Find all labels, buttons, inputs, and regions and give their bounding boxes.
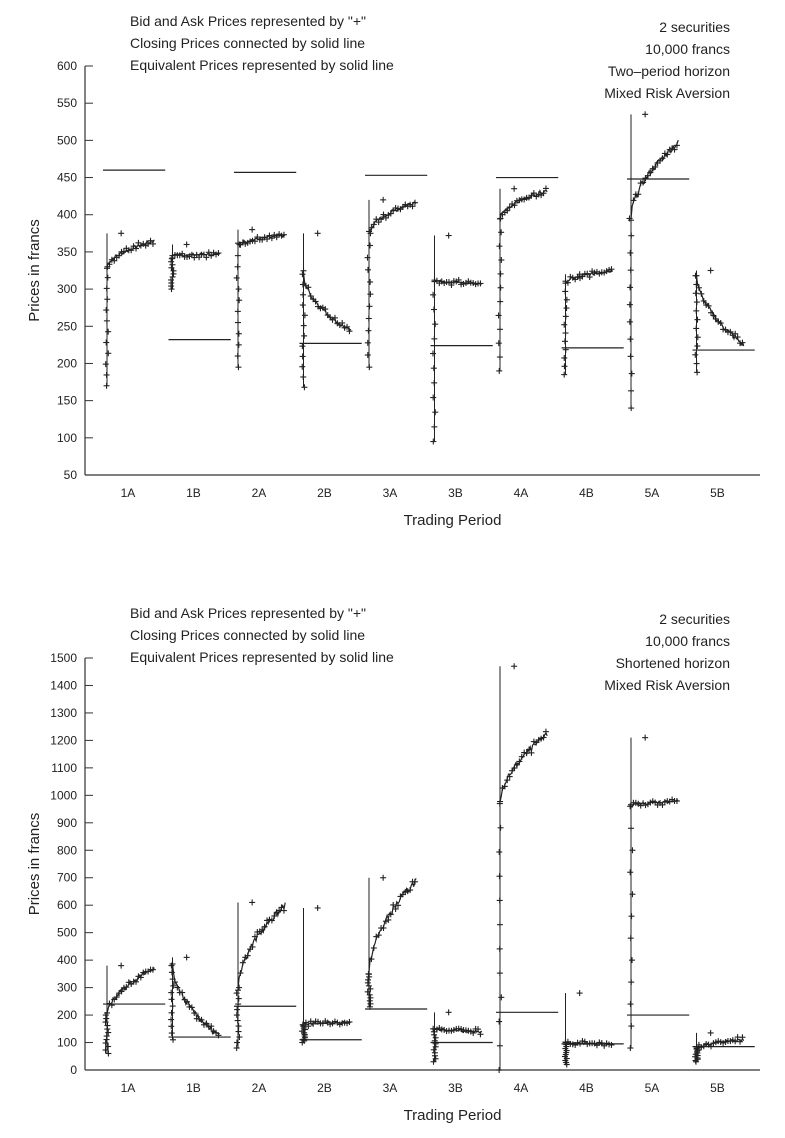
bottom-x-tick-label: 4B bbox=[579, 1081, 594, 1095]
bottom-x-tick-label: 3B bbox=[448, 1081, 463, 1095]
bottom-chart: 0 100 200 300 400 500 600 700 800 900 1000 1100 1200… bbox=[0, 580, 785, 1138]
top-x-tick-label: 4A bbox=[514, 486, 529, 500]
bottom-bid-ask-markers-5B bbox=[692, 1029, 746, 1065]
bottom-y-tick-label: 200 bbox=[57, 1008, 77, 1022]
bottom-y-tick-label: 700 bbox=[57, 871, 77, 885]
top-chart: 50 100 150 200 250 300 350 400 450 500 550 600 1A 1B 2… bbox=[0, 0, 785, 560]
bottom-closing-prices-3A bbox=[368, 878, 417, 973]
bottom-y-tick-label: 100 bbox=[57, 1036, 77, 1050]
top-y-tick-label: 250 bbox=[57, 319, 77, 333]
top-x-tick-label: 4B bbox=[579, 486, 594, 500]
top-info-note: 10,000 francs bbox=[645, 41, 730, 57]
bottom-y-tick-label: 800 bbox=[57, 843, 77, 857]
top-legend-note: Closing Prices connected by solid line bbox=[130, 35, 365, 51]
top-y-tick-label: 100 bbox=[57, 431, 77, 445]
bottom-y-tick-label: 1300 bbox=[50, 706, 77, 720]
bottom-y-tick-label: 900 bbox=[57, 816, 77, 830]
top-x-tick-label: 5B bbox=[710, 486, 725, 500]
bottom-info-note: Mixed Risk Aversion bbox=[604, 677, 730, 693]
bottom-y-axis-title: Prices in francs bbox=[26, 813, 43, 916]
top-chart-svg: 50 100 150 200 250 300 350 400 450 500 550 600 1A 1B 2… bbox=[26, 13, 760, 529]
top-bid-ask-markers-2B bbox=[299, 230, 353, 391]
bottom-legend-note: Bid and Ask Prices represented by "+" bbox=[130, 605, 366, 621]
top-x-tick-label: 3A bbox=[383, 486, 398, 500]
bottom-x-tick-label: 2A bbox=[252, 1081, 267, 1095]
top-x-tick-label: 3B bbox=[448, 486, 463, 500]
bottom-y-tick-label: 400 bbox=[57, 953, 77, 967]
bottom-closing-prices-1A bbox=[106, 967, 155, 1015]
top-legend-note: Bid and Ask Prices represented by "+" bbox=[130, 13, 366, 29]
top-x-axis-title: Trading Period bbox=[404, 512, 502, 529]
top-y-tick-label: 600 bbox=[57, 59, 77, 73]
bottom-y-tick-label: 1000 bbox=[50, 788, 77, 802]
bottom-bid-ask-markers-1B bbox=[168, 954, 222, 1043]
top-bid-ask-markers-4A bbox=[495, 185, 549, 374]
bottom-info-note: 10,000 francs bbox=[645, 633, 730, 649]
top-y-tick-label: 350 bbox=[57, 245, 77, 259]
top-x-tick-label: 2A bbox=[252, 486, 267, 500]
bottom-closing-prices-1B bbox=[171, 964, 220, 1036]
top-x-tick-label: 2B bbox=[317, 486, 332, 500]
bottom-chart-svg: 0 100 200 300 400 500 600 700 800 900 1000 1100 1200… bbox=[26, 605, 760, 1124]
bottom-info-note: Shortened horizon bbox=[616, 655, 730, 671]
top-bid-ask-markers-3B bbox=[430, 232, 484, 445]
top-y-axis-title: Prices in francs bbox=[26, 219, 43, 322]
bottom-y-tick-label: 1500 bbox=[50, 651, 77, 665]
bottom-y-tick-label: 1400 bbox=[50, 678, 77, 692]
bottom-info-note: 2 securities bbox=[659, 611, 730, 627]
bottom-y-tick-label: 0 bbox=[70, 1063, 77, 1077]
bottom-bid-ask-markers-2B bbox=[299, 904, 353, 1046]
top-bid-ask-markers-5B bbox=[692, 267, 746, 376]
bottom-x-tick-label: 5B bbox=[710, 1081, 725, 1095]
top-bid-ask-markers-3A bbox=[364, 196, 418, 371]
top-y-tick-label: 400 bbox=[57, 208, 77, 222]
top-legend-note: Equivalent Prices represented by solid l… bbox=[130, 57, 394, 73]
top-y-tick-label: 300 bbox=[57, 282, 77, 296]
bottom-legend-note: Closing Prices connected by solid line bbox=[130, 627, 365, 643]
top-x-tick-label: 1A bbox=[121, 486, 136, 500]
bottom-y-tick-label: 600 bbox=[57, 898, 77, 912]
top-closing-prices-5B bbox=[695, 275, 745, 347]
bottom-y-tick-label: 1100 bbox=[51, 761, 77, 775]
top-bid-ask-markers-2A bbox=[233, 226, 287, 371]
bottom-x-tick-label: 2B bbox=[317, 1081, 332, 1095]
top-bid-ask-markers-1A bbox=[102, 230, 156, 389]
bottom-x-tick-label: 1B bbox=[186, 1081, 201, 1095]
top-y-tick-label: 200 bbox=[57, 356, 77, 370]
bottom-y-tick-label: 1200 bbox=[50, 733, 77, 747]
bottom-y-tick-label: 300 bbox=[57, 981, 77, 995]
top-bid-ask-markers-1B bbox=[168, 241, 222, 293]
top-x-tick-label: 5A bbox=[645, 486, 660, 500]
top-bid-ask-markers-4B bbox=[561, 266, 615, 378]
bottom-y-tick-label: 500 bbox=[57, 926, 77, 940]
top-info-note: Mixed Risk Aversion bbox=[604, 85, 730, 101]
bottom-bid-ask-markers-4B bbox=[561, 990, 615, 1068]
top-y-tick-label: 450 bbox=[57, 171, 77, 185]
bottom-bid-ask-markers-5A bbox=[627, 734, 680, 1052]
top-y-tick-label: 50 bbox=[64, 468, 78, 482]
bottom-bid-ask-markers-4A bbox=[496, 663, 549, 1073]
top-x-tick-label: 1B bbox=[186, 486, 201, 500]
bottom-bid-ask-markers-2A bbox=[233, 899, 287, 1052]
bottom-x-axis-title: Trading Period bbox=[404, 1107, 502, 1124]
bottom-x-tick-label: 5A bbox=[645, 1081, 660, 1095]
bottom-x-tick-label: 4A bbox=[514, 1081, 529, 1095]
top-y-tick-label: 500 bbox=[57, 133, 77, 147]
bottom-bid-ask-markers-3B bbox=[430, 1009, 484, 1065]
bottom-x-tick-label: 1A bbox=[121, 1081, 136, 1095]
top-y-tick-label: 150 bbox=[57, 394, 77, 408]
bottom-x-tick-label: 3A bbox=[383, 1081, 398, 1095]
bottom-legend-note: Equivalent Prices represented by solid l… bbox=[130, 649, 394, 665]
bottom-bid-ask-markers-3A bbox=[364, 874, 418, 1010]
top-info-note: Two–period horizon bbox=[608, 63, 730, 79]
bottom-bid-ask-markers-1A bbox=[102, 962, 156, 1057]
top-bid-ask-markers-5A bbox=[626, 111, 680, 412]
top-closing-prices-4A bbox=[499, 188, 548, 220]
bottom-closing-prices-2A bbox=[237, 902, 286, 989]
top-info-note: 2 securities bbox=[659, 19, 730, 35]
top-y-tick-label: 550 bbox=[57, 96, 77, 110]
bottom-closing-prices-4A bbox=[499, 731, 548, 803]
top-closing-prices-3A bbox=[368, 201, 417, 234]
